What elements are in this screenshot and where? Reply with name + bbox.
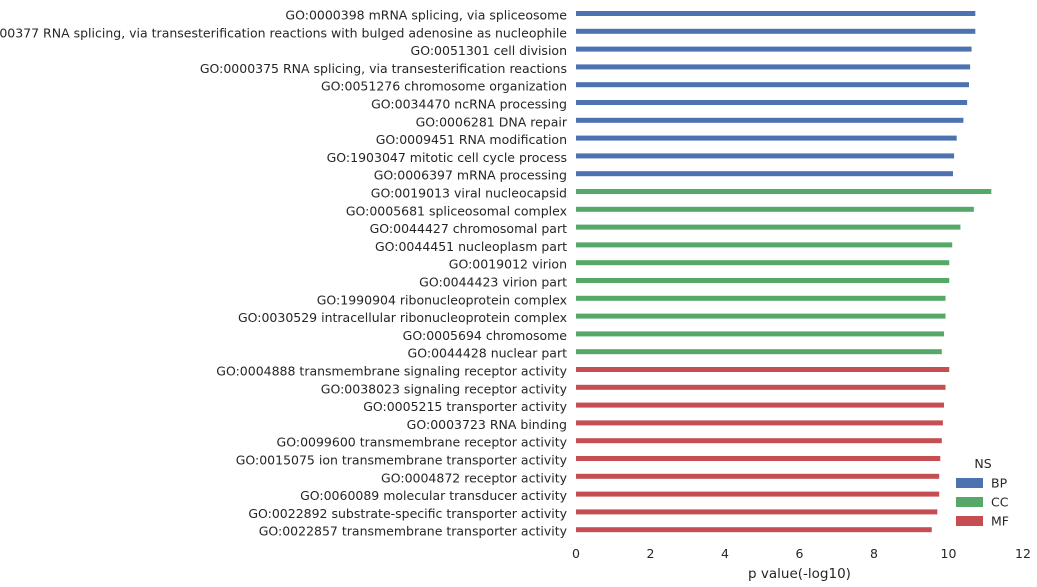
- bar-cc: [576, 206, 974, 212]
- category-label: GO:0044428 nuclear part: [408, 346, 568, 361]
- x-tick-label: 0: [572, 546, 580, 561]
- category-label: GO:0009451 RNA modification: [376, 132, 567, 147]
- bar-bp: [576, 100, 968, 105]
- bar-mf: [576, 384, 946, 390]
- legend-swatch-cc: [956, 497, 983, 507]
- category-label: GO:1990904 ribonucleoprotein complex: [317, 292, 567, 307]
- bar-cc: [576, 295, 946, 301]
- x-axis-label: p value(-log10): [748, 566, 851, 582]
- legend-swatch-mf: [956, 516, 983, 526]
- bar-mf: [576, 402, 945, 408]
- bar-cc: [576, 331, 945, 337]
- bar-mf: [576, 509, 938, 515]
- category-label: GO:0005694 chromosome: [403, 328, 568, 343]
- bar-cc: [576, 224, 961, 230]
- bar-cc: [576, 189, 992, 194]
- bar-cc: [576, 260, 950, 266]
- bar-cc: [576, 349, 942, 355]
- category-label: GO:0004872 receptor activity: [381, 470, 568, 485]
- bar-bp: [576, 117, 964, 123]
- category-label: GO:0051276 chromosome organization: [321, 79, 567, 94]
- category-label: GO:0044427 chromosomal part: [370, 221, 567, 236]
- bar-bp: [576, 171, 953, 177]
- category-label: GO:0034470 ncRNA processing: [371, 97, 567, 112]
- x-tick-label: 10: [941, 546, 957, 561]
- legend-swatch-bp: [956, 478, 983, 488]
- category-labels: GO:0000398 mRNA splicing, via spliceosom…: [0, 8, 568, 539]
- x-tick-label: 6: [796, 546, 804, 561]
- bars: [576, 11, 992, 533]
- category-label: GO:0022892 substrate-specific transporte…: [248, 506, 567, 521]
- category-label: GO:0004888 transmembrane signaling recep…: [216, 364, 567, 379]
- category-label: GO:0015075 ion transmembrane transporter…: [236, 453, 568, 468]
- bar-cc: [576, 278, 950, 283]
- category-label: GO:0000377 RNA splicing, via transesteri…: [0, 25, 567, 40]
- category-label: GO:0003723 RNA binding: [407, 417, 567, 432]
- category-label: GO:0019012 virion: [449, 257, 567, 272]
- category-label: GO:0060089 molecular transducer activity: [300, 488, 568, 503]
- category-label: GO:0030529 intracellular ribonucleoprote…: [238, 310, 567, 325]
- category-label: GO:0005215 transporter activity: [363, 399, 567, 414]
- category-label: GO:0000375 RNA splicing, via transesteri…: [200, 61, 567, 76]
- bar-mf: [576, 527, 932, 533]
- bar-bp: [576, 64, 971, 70]
- category-label: GO:0006397 mRNA processing: [374, 168, 567, 183]
- category-label: GO:0006281 DNA repair: [416, 114, 568, 129]
- category-label: GO:0038023 signaling receptor activity: [321, 381, 568, 396]
- legend-title: NS: [974, 456, 991, 471]
- category-label: GO:0019013 viral nucleocapsid: [371, 186, 567, 201]
- bar-cc: [576, 242, 953, 248]
- bar-mf: [576, 473, 940, 479]
- x-tick-label: 2: [647, 546, 655, 561]
- x-tick-label: 4: [721, 546, 729, 561]
- bar-bp: [576, 11, 976, 16]
- bar-bp: [576, 82, 969, 88]
- bar-cc: [576, 313, 946, 319]
- x-tick-label: 8: [870, 546, 878, 561]
- bar-bp: [576, 153, 955, 159]
- bar-mf: [576, 367, 950, 372]
- bar-mf: [576, 438, 942, 444]
- category-label: GO:0022857 transmembrane transporter act…: [259, 524, 568, 539]
- category-label: GO:0044451 nucleoplasm part: [375, 239, 567, 254]
- x-axis-ticks: 0 2 4 6 8 10 12: [572, 546, 1031, 561]
- bar-bp: [576, 28, 976, 34]
- category-label: GO:0051301 cell division: [411, 43, 567, 58]
- category-label: GO:0005681 spliceosomal complex: [346, 203, 567, 218]
- category-label: GO:0099600 transmembrane receptor activi…: [277, 435, 568, 450]
- bar-mf: [576, 456, 941, 461]
- legend-label-mf: MF: [991, 514, 1009, 529]
- bar-bp: [576, 135, 957, 141]
- bar-mf: [576, 420, 943, 426]
- legend-label-bp: BP: [991, 476, 1008, 491]
- category-label: GO:0000398 mRNA splicing, via spliceosom…: [285, 8, 567, 23]
- bar-bp: [576, 46, 972, 52]
- category-label: GO:1903047 mitotic cell cycle process: [327, 150, 567, 165]
- legend-label-cc: CC: [991, 495, 1009, 510]
- category-label: GO:0044423 virion part: [419, 275, 567, 290]
- x-tick-label: 12: [1015, 546, 1031, 561]
- bar-mf: [576, 491, 940, 497]
